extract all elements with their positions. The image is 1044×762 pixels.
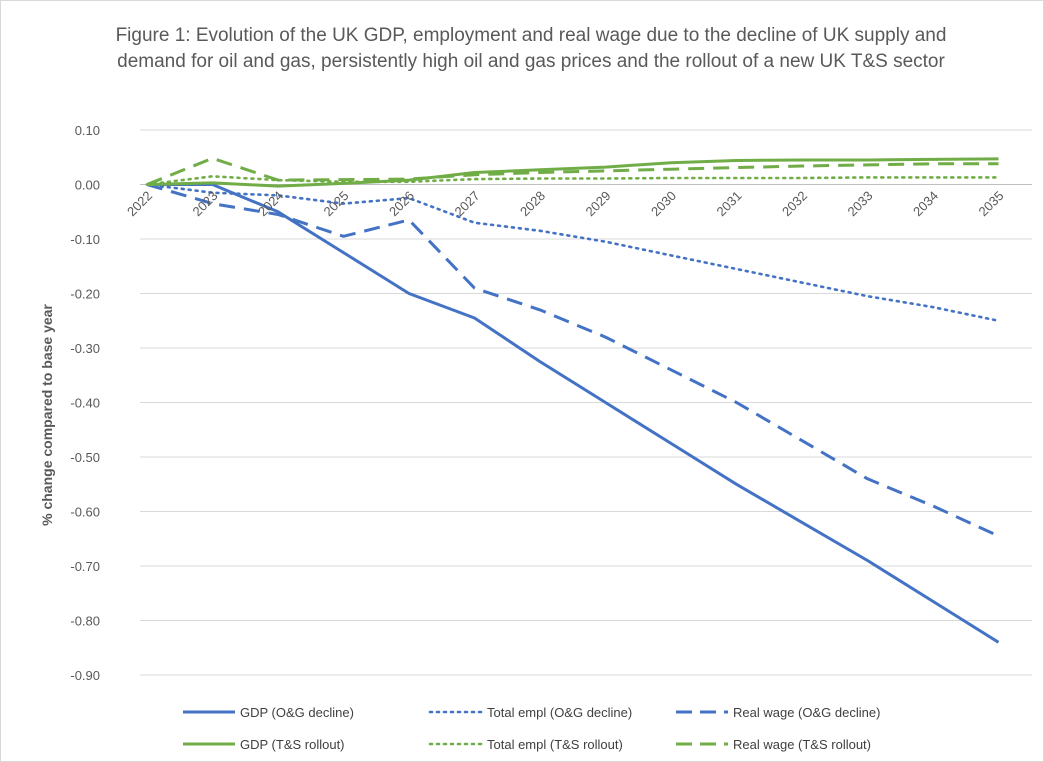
- x-tick-label: 2029: [583, 188, 614, 219]
- series-line: [145, 183, 1000, 323]
- y-tick-label: 0.00: [75, 178, 100, 193]
- legend-label: Total empl (O&G decline): [487, 705, 632, 720]
- y-tick-label: -0.80: [70, 614, 100, 629]
- legend-label: GDP (O&G decline): [240, 705, 354, 720]
- y-tick-label: -0.10: [70, 232, 100, 247]
- x-tick-label: 2034: [910, 188, 941, 219]
- x-tick-label: 2027: [452, 188, 483, 219]
- series-line: [146, 183, 1000, 538]
- chart-title: Figure 1: Evolution of the UK GDP, emplo…: [115, 25, 947, 72]
- legend-label: GDP (T&S rollout): [240, 737, 345, 752]
- y-axis-ticks: 0.10 0.00 -0.10 -0.20 -0.30 -0.40 -0.50 -0.60 -0…: [70, 123, 100, 683]
- y-tick-label: -0.90: [70, 668, 100, 683]
- x-tick-label: 2022: [124, 188, 155, 219]
- y-tick-label: -0.50: [70, 450, 100, 465]
- y-tick-label: -0.40: [70, 396, 100, 411]
- y-tick-label: -0.20: [70, 287, 100, 302]
- gridlines: [140, 129, 1032, 676]
- x-tick-label: 2031: [714, 188, 745, 219]
- x-tick-label: 2033: [845, 188, 876, 219]
- legend-label: Real wage (O&G decline): [733, 705, 880, 720]
- x-tick-label: 2026: [386, 188, 417, 219]
- y-axis-label: % change compared to base year: [39, 304, 55, 526]
- series-line: [146, 157, 999, 188]
- series-line: [146, 156, 999, 186]
- legend: GDP (O&G decline) Total empl (O&G decline…: [183, 705, 880, 752]
- legend-label: Total empl (T&S rollout): [487, 737, 623, 752]
- series-line: [147, 183, 1000, 644]
- x-tick-label: 2035: [976, 188, 1007, 219]
- x-tick-label: 2030: [648, 188, 679, 219]
- y-tick-label: -0.30: [70, 341, 100, 356]
- x-tick-label: 2025: [321, 188, 352, 219]
- legend-label: Real wage (T&S rollout): [733, 737, 871, 752]
- x-tick-label: 2032: [779, 188, 810, 219]
- y-tick-label: 0.10: [75, 123, 100, 138]
- y-tick-label: -0.70: [70, 559, 100, 574]
- y-tick-label: -0.60: [70, 505, 100, 520]
- x-tick-label: 2028: [517, 188, 548, 219]
- series-lines: [145, 156, 1000, 644]
